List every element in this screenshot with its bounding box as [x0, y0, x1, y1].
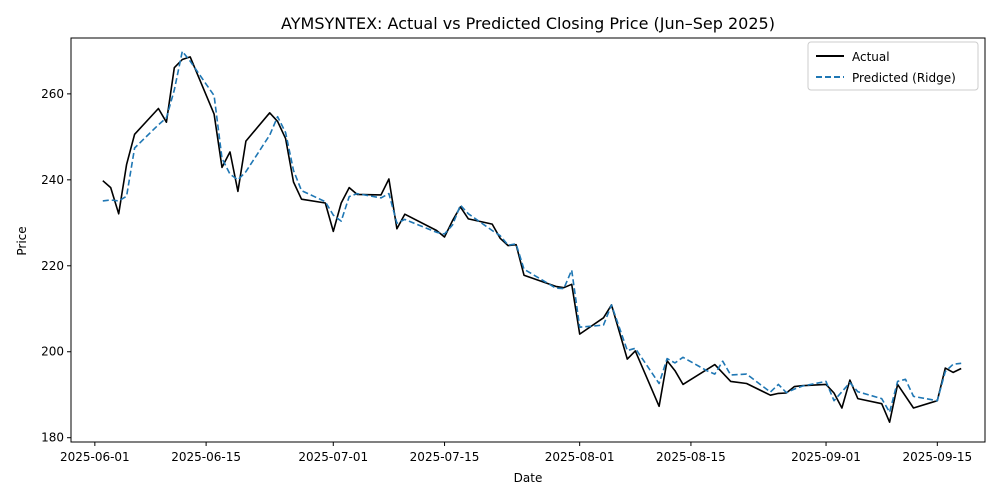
x-tick-label: 2025-07-01	[298, 450, 368, 464]
y-axis-label: Price	[15, 226, 29, 255]
ticks-layer: 2025-06-01 2025-06-15 2025-07-01 2025-07-15…	[41, 87, 972, 464]
x-tick-label: 2025-09-01	[791, 450, 861, 464]
y-tick-label: 220	[41, 259, 64, 273]
x-tick-label: 2025-06-01	[60, 450, 130, 464]
x-tick-label: 2025-07-15	[410, 450, 480, 464]
legend-box	[807, 41, 979, 91]
x-axis-label: Date	[514, 471, 543, 485]
legend-label-actual: Actual	[852, 50, 890, 64]
legend: Actual Predicted (Ridge)	[807, 41, 979, 91]
x-tick-label: 2025-08-15	[656, 450, 726, 464]
series-line-predicted	[102, 50, 962, 414]
legend-label-predicted: Predicted (Ridge)	[852, 71, 956, 85]
y-tick-label: 180	[41, 431, 64, 445]
y-tick-label: 200	[41, 345, 64, 359]
x-tick-label: 2025-08-01	[545, 450, 615, 464]
x-tick-label: 2025-09-15	[902, 450, 972, 464]
chart-title: AYMSYNTEX: Actual vs Predicted Closing P…	[281, 14, 775, 33]
y-tick-label: 260	[41, 87, 64, 101]
plot-frame	[70, 37, 986, 443]
y-tick-label: 240	[41, 173, 64, 187]
series-layer	[102, 50, 962, 423]
x-tick-label: 2025-06-15	[171, 450, 241, 464]
axes-layer	[70, 37, 986, 443]
